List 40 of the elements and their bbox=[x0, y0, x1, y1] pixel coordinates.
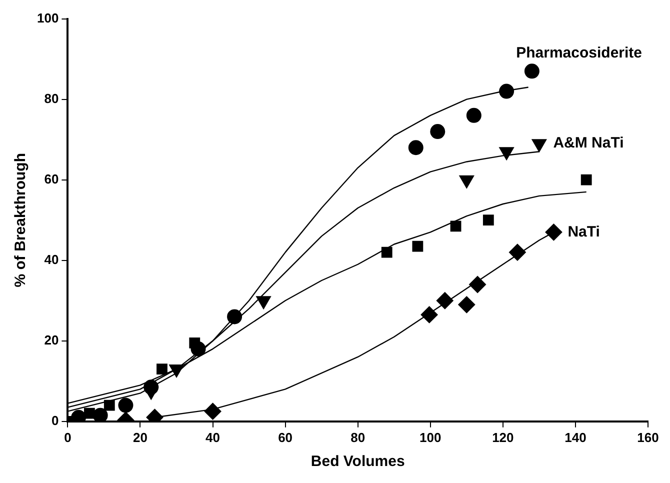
point bbox=[466, 108, 482, 123]
point bbox=[524, 64, 540, 79]
point bbox=[412, 240, 424, 252]
point bbox=[408, 140, 424, 156]
x-tick-label: 40 bbox=[206, 430, 220, 445]
x-tick-label: 160 bbox=[637, 430, 659, 445]
y-tick-label: 80 bbox=[44, 90, 59, 106]
x-tick-label: 120 bbox=[492, 430, 514, 445]
point bbox=[92, 408, 108, 422]
x-axis-title: Bed Volumes bbox=[310, 453, 405, 470]
series-label: Pharmacosiderite bbox=[516, 44, 642, 62]
y-tick-label: 20 bbox=[44, 332, 59, 348]
y-tick-label: 40 bbox=[44, 252, 59, 267]
y-tick-label: 60 bbox=[44, 171, 59, 186]
x-tick-label: 80 bbox=[350, 430, 366, 445]
x-tick-label: 20 bbox=[132, 430, 148, 445]
point bbox=[469, 276, 486, 294]
point bbox=[118, 398, 134, 413]
point bbox=[430, 124, 446, 140]
point bbox=[458, 296, 476, 314]
x-tick-label: 140 bbox=[564, 430, 586, 445]
point bbox=[204, 402, 222, 420]
point bbox=[84, 408, 95, 419]
point bbox=[499, 84, 514, 99]
point bbox=[420, 306, 438, 324]
y-tick-label: 100 bbox=[36, 10, 59, 26]
point bbox=[580, 174, 592, 186]
y-tick-label: 0 bbox=[51, 412, 59, 428]
point bbox=[545, 224, 562, 241]
x-tick-label: 100 bbox=[420, 430, 442, 445]
series-label: NaTi bbox=[568, 223, 600, 240]
y-axis-title: % of Breakthrough bbox=[12, 153, 30, 288]
point bbox=[381, 246, 392, 258]
series-label: A&M NaTi bbox=[553, 134, 624, 152]
x-tick-label: 60 bbox=[278, 430, 293, 445]
point bbox=[482, 214, 494, 226]
point bbox=[450, 220, 462, 232]
point bbox=[156, 364, 168, 375]
point bbox=[189, 337, 200, 348]
x-tick-label: 0 bbox=[64, 430, 72, 445]
